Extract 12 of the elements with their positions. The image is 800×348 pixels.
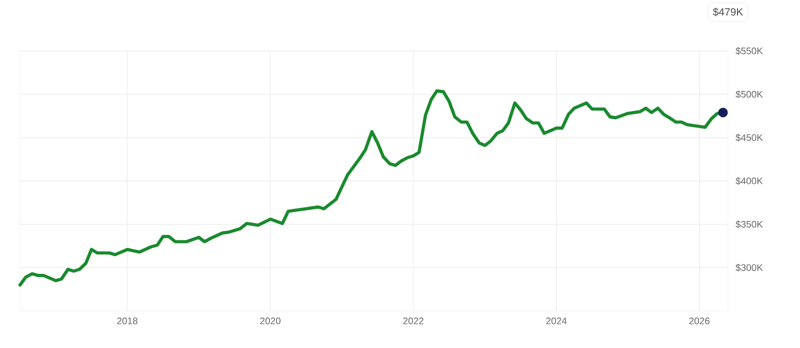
y-tick-label: $300K (736, 264, 763, 272)
y-tick-label: $450K (736, 134, 763, 142)
x-tick-label: 2020 (260, 318, 280, 324)
x-tick-label: 2022 (403, 318, 424, 324)
y-tick-label: $550K (736, 47, 763, 55)
text: $479K (712, 8, 744, 16)
x-tick-label: 2024 (546, 318, 567, 324)
x-tick-label: 2026 (689, 318, 710, 324)
y-tick-label: $350K (736, 220, 763, 228)
y-tick-label: $400K (736, 177, 763, 185)
x-tick-label: 2018 (117, 318, 138, 324)
y-tick-label: $500K (736, 90, 763, 98)
